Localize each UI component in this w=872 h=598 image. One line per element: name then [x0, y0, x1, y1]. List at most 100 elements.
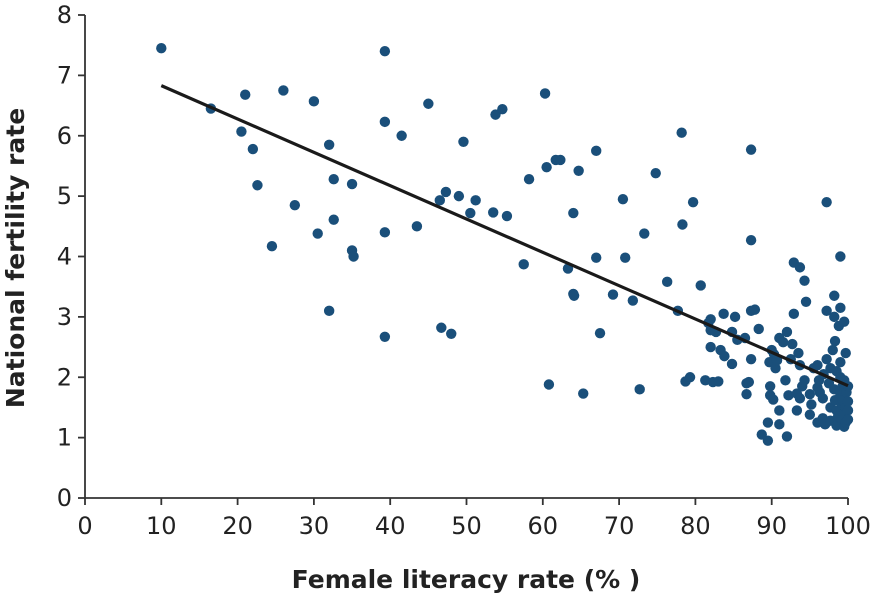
data-point: [573, 165, 584, 176]
data-point: [821, 353, 832, 365]
data-point: [812, 359, 823, 371]
data-point: [821, 305, 832, 317]
data-point: [835, 251, 846, 262]
data-point: [639, 228, 650, 239]
data-point: [497, 103, 508, 115]
y-ticks: 0 1 2 3 4 5 6 7 8: [57, 1, 85, 512]
data-point: [794, 262, 806, 273]
data-point: [423, 98, 434, 109]
data-point: [458, 136, 469, 147]
y-tick-label: 1: [57, 424, 72, 452]
x-tick-label: 10: [146, 512, 177, 540]
data-point: [453, 190, 465, 202]
data-point: [774, 405, 785, 416]
data-point: [328, 174, 339, 185]
data-point: [594, 327, 606, 339]
data-point: [829, 335, 841, 347]
data-point: [617, 193, 629, 205]
data-point: [518, 259, 529, 270]
data-point: [753, 323, 764, 335]
data-point: [695, 280, 706, 291]
data-point: [781, 326, 793, 338]
data-point: [829, 290, 840, 301]
data-point: [379, 116, 391, 128]
data-point: [835, 302, 846, 314]
data-point: [289, 199, 301, 211]
y-tick-label: 5: [57, 182, 72, 210]
y-tick-label: 3: [57, 303, 72, 331]
data-point: [821, 196, 832, 208]
data-point: [787, 338, 798, 350]
data-point: [713, 376, 724, 387]
data-point: [308, 96, 320, 107]
data-point: [774, 419, 785, 430]
data-point: [539, 88, 551, 99]
data-point: [762, 435, 774, 446]
data-point: [791, 405, 803, 416]
data-point: [240, 89, 251, 100]
data-point: [501, 210, 513, 222]
x-tick-label: 100: [825, 512, 871, 540]
data-point: [770, 362, 781, 374]
data-point: [684, 372, 696, 383]
data-point: [156, 43, 167, 54]
data-point: [568, 290, 580, 301]
data-point: [764, 381, 776, 392]
data-point: [346, 178, 358, 190]
data-point: [799, 275, 810, 286]
data-point: [543, 379, 555, 390]
data-point: [741, 388, 752, 400]
data-point: [555, 154, 566, 166]
x-ticks: 0 10 20 30 40 50 60 70 80 90 100: [77, 498, 871, 540]
data-point: [323, 305, 335, 317]
y-tick-label: 6: [57, 122, 72, 150]
y-tick-label: 7: [57, 61, 72, 89]
data-point: [488, 207, 499, 218]
data-point: [379, 227, 391, 238]
data-point: [607, 289, 619, 300]
data-point: [676, 127, 687, 138]
data-point: [312, 228, 323, 239]
data-point: [687, 196, 699, 208]
data-point: [827, 344, 838, 356]
data-point: [411, 221, 423, 232]
data-point: [794, 393, 806, 404]
data-point: [783, 390, 794, 401]
data-point: [541, 161, 552, 173]
data-point: [705, 341, 716, 353]
data-point: [842, 396, 854, 407]
data-point: [718, 308, 729, 320]
x-tick-label: 70: [604, 512, 635, 540]
data-point: [266, 241, 278, 252]
data-point: [745, 234, 757, 246]
data-point: [768, 394, 779, 405]
data-point: [771, 355, 783, 366]
data-point: [788, 308, 800, 320]
x-tick-label: 80: [680, 512, 711, 540]
data-point: [838, 316, 850, 327]
y-axis-title: National fertility rate: [1, 108, 30, 408]
data-point: [627, 295, 639, 306]
data-point: [434, 195, 445, 206]
data-point: [578, 388, 589, 399]
data-point: [817, 393, 829, 404]
x-tick-label: 40: [375, 512, 406, 540]
data-point: [677, 219, 688, 230]
x-tick-label: 30: [299, 512, 330, 540]
data-point: [591, 252, 602, 263]
data-point: [591, 145, 602, 157]
data-point: [379, 46, 391, 57]
data-point: [842, 405, 854, 416]
data-point: [829, 311, 840, 323]
data-point: [749, 304, 761, 315]
data-point: [328, 214, 339, 225]
data-point: [470, 195, 481, 206]
data-point: [379, 331, 391, 342]
data-point: [436, 322, 447, 333]
data-point: [465, 207, 476, 219]
data-point: [726, 358, 738, 370]
data-point: [719, 350, 730, 362]
x-tick-label: 90: [756, 512, 787, 540]
data-point: [440, 186, 452, 198]
